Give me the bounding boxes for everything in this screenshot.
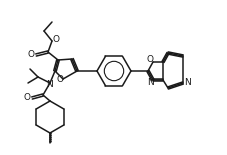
- Text: N: N: [184, 78, 190, 88]
- Text: O: O: [56, 75, 63, 84]
- Text: O: O: [52, 35, 59, 44]
- Text: N: N: [46, 80, 53, 89]
- Text: O: O: [27, 51, 34, 60]
- Text: O: O: [23, 93, 30, 102]
- Text: O: O: [146, 55, 153, 64]
- Text: N: N: [147, 78, 154, 88]
